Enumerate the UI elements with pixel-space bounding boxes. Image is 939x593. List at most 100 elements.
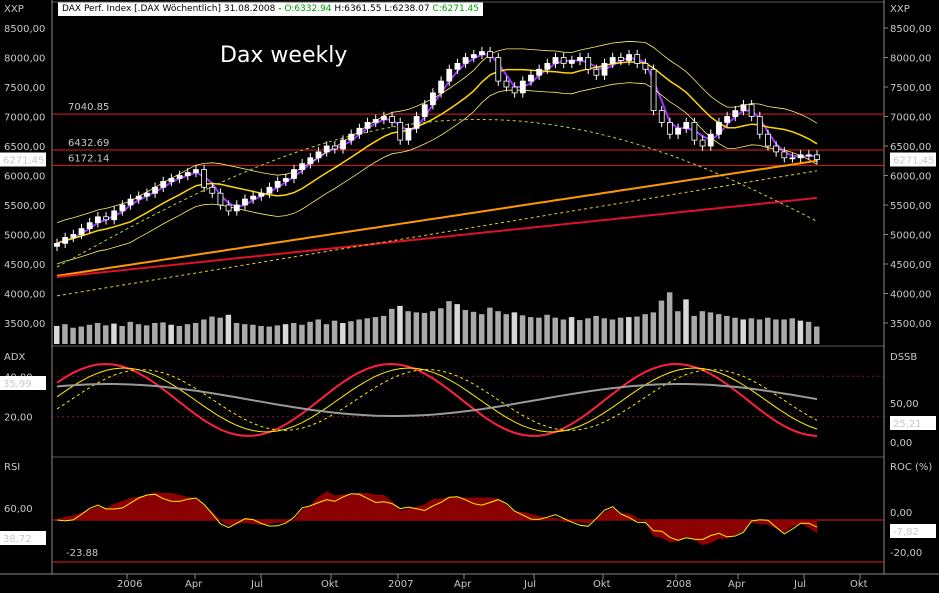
volume-bar bbox=[650, 312, 657, 344]
candle-body bbox=[617, 57, 624, 61]
volume-bar bbox=[511, 312, 518, 344]
volume-bar bbox=[348, 321, 354, 344]
volume-bar bbox=[536, 317, 542, 344]
price-tick-right: 4000,00 bbox=[890, 290, 931, 301]
volume-bar bbox=[675, 311, 681, 344]
candle-body bbox=[593, 68, 600, 76]
volume-bar bbox=[454, 304, 460, 344]
candle-body bbox=[683, 122, 690, 129]
adx-tick-left: 20,00 bbox=[4, 413, 33, 424]
last-price-left-bg bbox=[0, 152, 46, 167]
candle-body bbox=[609, 57, 616, 64]
x-tick-label: Jul bbox=[793, 579, 806, 590]
volume-bar bbox=[805, 321, 812, 344]
candle-body bbox=[462, 57, 469, 64]
close-value: C:6271.45 bbox=[432, 4, 480, 14]
candle-body bbox=[266, 186, 273, 194]
volume-bar bbox=[274, 325, 281, 344]
volume-bar bbox=[160, 322, 166, 344]
x-tick-label: Apr bbox=[728, 579, 746, 590]
candle-body bbox=[552, 57, 559, 64]
panel-frame-2 bbox=[51, 345, 885, 458]
volume-bar bbox=[258, 325, 264, 344]
volume-bar bbox=[544, 314, 550, 344]
open-value: O:6332.94 bbox=[284, 4, 332, 14]
volume-bar bbox=[168, 324, 174, 344]
candle-body bbox=[184, 172, 191, 176]
volume-bar bbox=[626, 317, 632, 344]
candle-body bbox=[479, 51, 485, 55]
candle-body bbox=[152, 186, 158, 194]
last-price-right: 6271,45 bbox=[893, 156, 934, 167]
volume-bar bbox=[233, 323, 240, 344]
price-tick-right: 6500,00 bbox=[890, 142, 931, 153]
roc-tick-right: -20,00 bbox=[890, 548, 922, 559]
candle-body bbox=[699, 139, 706, 147]
x-tick-label: 2006 bbox=[117, 579, 142, 590]
adx-label: ADX bbox=[4, 352, 26, 363]
low-value: L:6238.07 bbox=[384, 4, 430, 14]
volume-bar bbox=[135, 324, 142, 344]
volume-bar bbox=[70, 327, 76, 344]
volume-bar bbox=[299, 324, 305, 344]
volume-bar bbox=[552, 317, 558, 344]
volume-bar bbox=[54, 325, 60, 344]
volume-bar bbox=[413, 312, 420, 344]
candle-body bbox=[397, 122, 404, 141]
candle-body bbox=[503, 80, 510, 88]
volume-bar bbox=[315, 319, 322, 344]
candle-body bbox=[650, 68, 657, 112]
adx-gray-line bbox=[56, 383, 818, 417]
candle-body bbox=[421, 104, 428, 117]
candle-body bbox=[160, 180, 167, 188]
annotation-dax-weekly: Dax weekly bbox=[220, 43, 347, 68]
candle-body bbox=[487, 51, 494, 58]
volume-bar bbox=[364, 318, 371, 344]
candle-body bbox=[299, 163, 306, 170]
rsi-label: RSI bbox=[4, 462, 20, 473]
price-tick-left: 6000,00 bbox=[4, 172, 45, 183]
volume-bar bbox=[323, 324, 330, 344]
instrument-header: DAX Perf. Index [.DAX Wöchentlich] 31.08… bbox=[58, 2, 484, 16]
volume-bar bbox=[658, 300, 665, 344]
candle-body bbox=[805, 154, 812, 157]
volume-bar bbox=[405, 311, 411, 344]
volume-bar bbox=[756, 319, 763, 344]
candle-body bbox=[658, 110, 665, 123]
candle-body bbox=[740, 104, 747, 111]
candle-body bbox=[111, 210, 118, 221]
volume-bar bbox=[86, 324, 93, 344]
volume-bar bbox=[340, 323, 346, 344]
hline-label-2: 6172.14 bbox=[68, 153, 109, 164]
candle-body bbox=[258, 192, 265, 197]
volume-bar bbox=[389, 308, 395, 344]
candle-body bbox=[380, 116, 387, 120]
candle-body bbox=[601, 63, 608, 76]
price-tick-left: 5000,00 bbox=[4, 231, 45, 242]
price-tick-left: 3500,00 bbox=[4, 319, 45, 330]
volume-bar bbox=[585, 318, 591, 344]
price-tick-right: 7500,00 bbox=[890, 83, 931, 94]
roc-level-label: -23.88 bbox=[66, 548, 98, 559]
candle-body bbox=[250, 195, 257, 200]
header-date: 31.08.2008 bbox=[223, 4, 276, 14]
dssb-last-bg bbox=[890, 416, 936, 430]
volume-bar bbox=[209, 316, 215, 344]
volume-bar bbox=[62, 324, 68, 344]
rsi-tick-left: 60,00 bbox=[4, 504, 33, 515]
volume-bar bbox=[282, 324, 289, 344]
volume-bar bbox=[495, 311, 501, 344]
candle-body bbox=[430, 92, 436, 106]
dssb-label: DSSB bbox=[890, 352, 917, 363]
volume-bar bbox=[715, 314, 722, 344]
candle-body bbox=[691, 122, 698, 141]
candle-body bbox=[70, 234, 77, 238]
dss-dashed-line bbox=[56, 369, 818, 431]
candle-body bbox=[340, 139, 346, 150]
price-tick-left: 7500,00 bbox=[4, 83, 45, 94]
ma-orange-line bbox=[56, 159, 818, 277]
ma-purple-line bbox=[56, 53, 818, 245]
candle-body bbox=[193, 169, 199, 173]
volume-bar bbox=[724, 315, 730, 344]
